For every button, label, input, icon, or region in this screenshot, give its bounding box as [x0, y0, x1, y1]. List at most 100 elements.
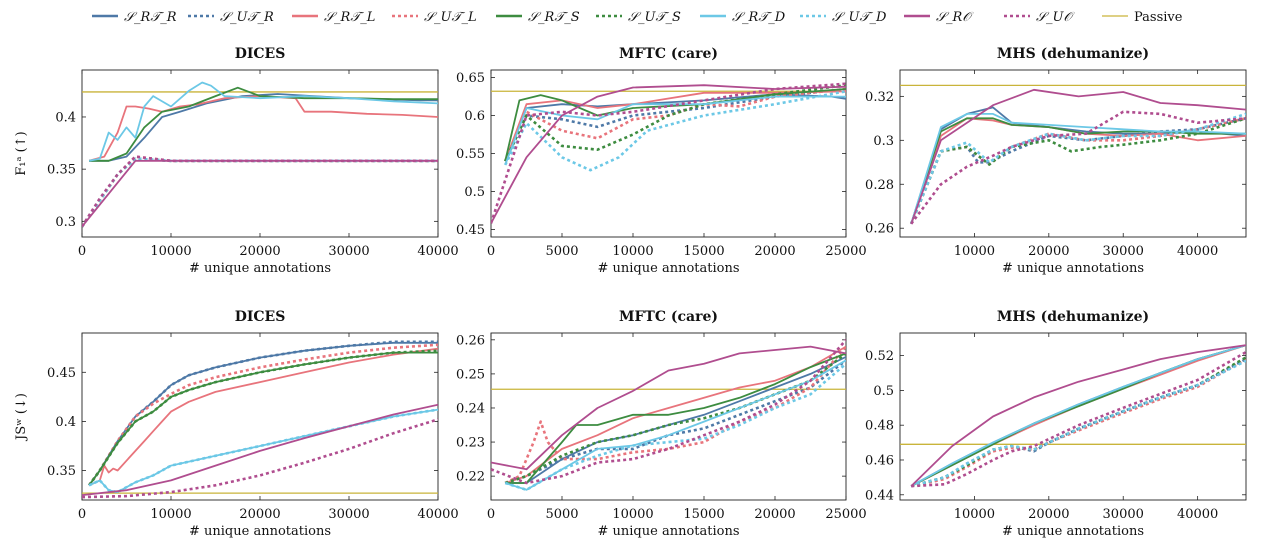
x-tick-label: 15000 — [683, 244, 724, 259]
legend-entry-suo: 𝒮_U𝒪 — [1004, 10, 1076, 25]
plot-area — [491, 338, 846, 492]
series-line-sutl — [504, 87, 846, 162]
x-tick-label: 10000 — [954, 507, 995, 522]
y-axis-label: F₁ᵃ (↑) — [14, 131, 29, 175]
legend-label: 𝒮_U𝒯_D — [832, 10, 887, 25]
x-tick-label: 0 — [78, 507, 86, 522]
series-line-sutd — [82, 157, 438, 228]
x-tick-label: 10000 — [150, 507, 191, 522]
legend-label: 𝒮_R𝒯_R — [124, 10, 177, 25]
legend-entry-sutl: 𝒮_U𝒯_L — [392, 10, 477, 25]
x-tick-label: 5000 — [545, 507, 578, 522]
x-tick-label: 5000 — [545, 244, 578, 259]
legend-label: Passive — [1134, 10, 1183, 25]
legend-label: 𝒮_U𝒪 — [1036, 10, 1076, 25]
series-line-sutl — [909, 117, 1246, 225]
legend: 𝒮_R𝒯_R 𝒮_U𝒯_R 𝒮_R𝒯_L 𝒮_U𝒯_L 𝒮_R𝒯_S 𝒮_U𝒯_S 𝒮_R𝒯… — [92, 10, 1183, 25]
series-line-sro — [82, 159, 438, 228]
legend-label: 𝒮_U𝒯_L — [424, 10, 477, 25]
chart-panel-5: MHS (dehumanize) 10000 20000 30000 40000 0.44… — [865, 309, 1247, 539]
series-line-srtr — [88, 341, 438, 486]
series-line-srtr — [505, 356, 846, 484]
legend-entry-passive: Passive — [1102, 10, 1183, 25]
x-tick-label: 0 — [487, 507, 495, 522]
x-tick-label: 20000 — [1028, 507, 1069, 522]
y-tick-label: 0.4 — [55, 415, 76, 430]
y-tick-label: 0.46 — [865, 453, 894, 468]
legend-entry-sutd: 𝒮_U𝒯_D — [800, 10, 887, 25]
legend-entry-suts: 𝒮_U𝒯_S — [596, 10, 681, 25]
series-line-sutd — [504, 90, 846, 172]
legend-entry-srtd: 𝒮_R𝒯_D — [700, 10, 786, 25]
legend-label: 𝒮_R𝒯_D — [732, 10, 786, 25]
series-line-sro — [491, 345, 846, 471]
x-tick-label: 30000 — [328, 244, 369, 259]
y-tick-label: 0.4 — [55, 110, 76, 125]
x-tick-label: 20000 — [239, 507, 280, 522]
series-line-srtl — [910, 344, 1246, 487]
series-line-sutr — [82, 157, 438, 228]
y-tick-label: 0.55 — [456, 147, 485, 162]
series-line-srtd — [504, 95, 846, 166]
series-line-suo — [82, 418, 438, 499]
y-tick-label: 0.22 — [456, 470, 485, 485]
y-tick-label: 0.5 — [464, 185, 485, 200]
plot-frame — [899, 332, 1247, 501]
plot-frame — [490, 332, 847, 501]
legend-entry-sro: 𝒮_R𝒪 — [904, 10, 974, 25]
series-line-suts — [504, 83, 846, 162]
y-tick-label: 0.65 — [456, 71, 485, 86]
legend-entry-sutr: 𝒮_U𝒯_R — [188, 10, 274, 25]
x-axis-label: # unique annotations — [1002, 524, 1144, 539]
x-tick-label: 40000 — [1177, 244, 1218, 259]
series-line-srtr — [910, 344, 1246, 487]
x-tick-label: 10000 — [612, 244, 653, 259]
y-tick-label: 0.23 — [456, 436, 485, 451]
series-line-srtd — [910, 344, 1246, 487]
x-tick-label: 30000 — [328, 507, 369, 522]
x-tick-label: 15000 — [683, 507, 724, 522]
y-tick-label: 0.35 — [47, 163, 76, 178]
series-line-srtl — [88, 347, 438, 487]
x-tick-label: 10000 — [954, 244, 995, 259]
x-tick-label: 40000 — [1177, 507, 1218, 522]
plot-area — [82, 340, 438, 499]
x-tick-label: 25000 — [825, 244, 866, 259]
chart-panel-3: DICES 0 10000 20000 30000 40000 0.35 0.4 0.45 # u… — [14, 309, 459, 539]
series-line-sutr — [504, 359, 846, 485]
x-tick-label: 40000 — [417, 244, 458, 259]
x-axis-label: # unique annotations — [1002, 261, 1144, 276]
legend-entry-srtr: 𝒮_R𝒯_R — [92, 10, 177, 25]
x-tick-label: 40000 — [417, 507, 458, 522]
series-line-sutd — [910, 359, 1246, 488]
series-line-sutl — [82, 155, 438, 228]
series-line-sro — [910, 344, 1246, 487]
y-tick-label: 0.35 — [47, 464, 76, 479]
plot-area — [491, 82, 846, 224]
chart-panel-0: DICES 0 10000 20000 30000 40000 0.3 0.35 0.4 # un… — [14, 46, 459, 276]
plot-area — [82, 81, 438, 228]
chart-panels: DICES 0 10000 20000 30000 40000 0.3 0.35 0.4 # un… — [14, 46, 1247, 539]
x-tick-label: 30000 — [1103, 244, 1144, 259]
legend-label: 𝒮_R𝒪 — [936, 10, 974, 25]
x-tick-label: 20000 — [754, 507, 795, 522]
series-line-sro — [82, 403, 438, 496]
y-tick-label: 0.48 — [865, 419, 894, 434]
x-tick-label: 25000 — [825, 507, 866, 522]
x-tick-label: 10000 — [612, 507, 653, 522]
series-line-suts — [909, 117, 1246, 225]
series-line-srtl — [88, 95, 438, 162]
legend-label: 𝒮_R𝒯_L — [324, 10, 375, 25]
y-tick-label: 0.26 — [456, 333, 485, 348]
plot-frame — [899, 69, 1247, 238]
y-tick-label: 0.45 — [456, 223, 485, 238]
y-tick-label: 0.6 — [464, 109, 485, 124]
x-axis-label: # unique annotations — [598, 261, 740, 276]
series-line-suo — [910, 110, 1246, 225]
x-tick-label: 20000 — [1028, 244, 1069, 259]
y-tick-label: 0.32 — [865, 90, 894, 105]
legend-entry-srts: 𝒮_R𝒯_S — [496, 10, 580, 25]
chart-title: MHS (dehumanize) — [997, 309, 1149, 325]
